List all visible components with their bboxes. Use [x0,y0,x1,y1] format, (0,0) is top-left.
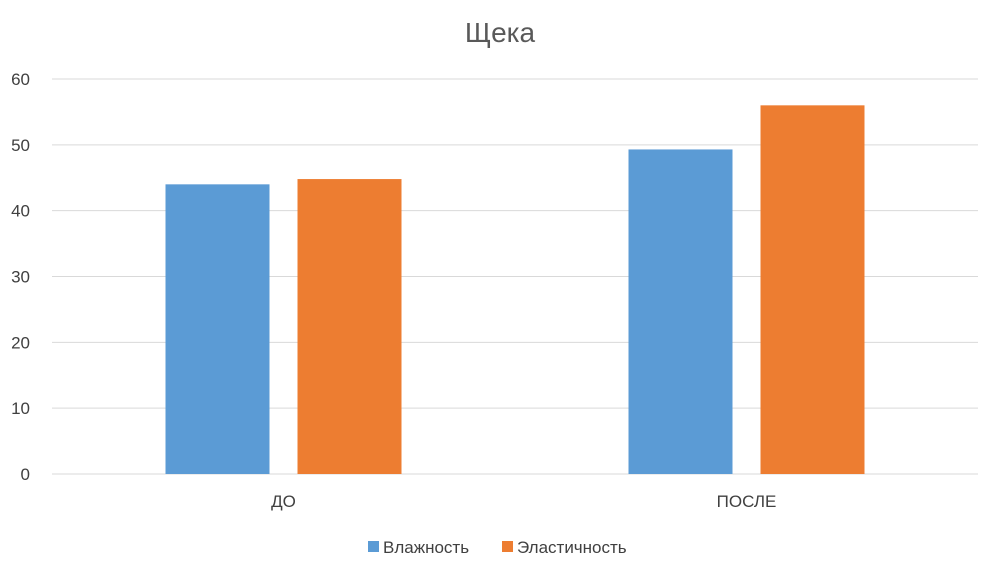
x-category-label: ДО [271,492,296,511]
y-tick-label: 30 [11,268,30,287]
legend-label: Эластичность [517,538,627,557]
legend: Влажность Эластичность [368,538,627,557]
legend-swatch [502,541,513,552]
x-category-label: ПОСЛЕ [717,492,777,511]
y-tick-label: 10 [11,399,30,418]
legend-label: Влажность [383,538,469,557]
legend-swatch [368,541,379,552]
bar-Влажность-ПОСЛЕ [629,149,733,474]
bar-Влажность-ДО [166,184,270,474]
y-tick-label: 20 [11,333,30,352]
y-tick-label: 40 [11,202,30,221]
y-tick-label: 50 [11,136,30,155]
chart-title: Щека [465,17,536,48]
x-axis-categories: ДО ПОСЛЕ [271,492,776,511]
bars [166,105,865,474]
y-axis-ticks: 0 10 20 30 40 50 60 [11,70,30,484]
y-tick-label: 0 [21,465,30,484]
bar-Эластичность-ПОСЛЕ [761,105,865,474]
bar-Эластичность-ДО [298,179,402,474]
y-tick-label: 60 [11,70,30,89]
